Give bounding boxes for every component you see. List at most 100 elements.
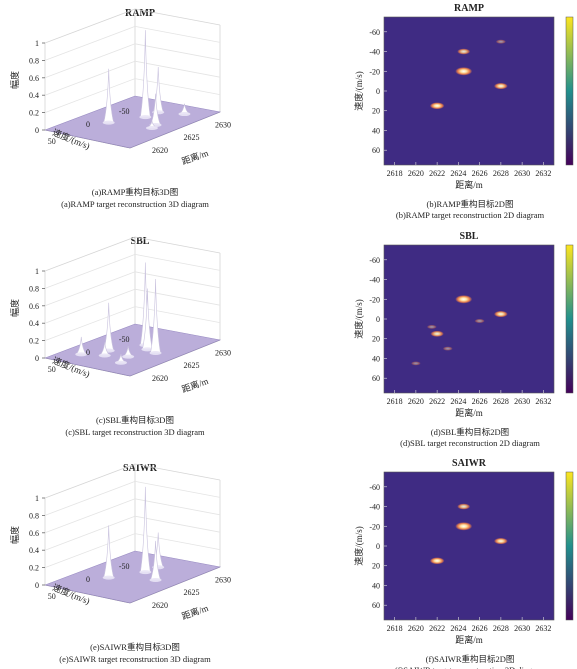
x-tick-label: 2626 bbox=[472, 169, 488, 178]
heatmap-point bbox=[457, 503, 471, 510]
heatmap-point bbox=[474, 318, 485, 324]
z-tick-label: 0.6 bbox=[29, 302, 39, 311]
grid-line bbox=[44, 236, 136, 272]
peak-base bbox=[149, 577, 162, 582]
heatmap-point bbox=[429, 557, 445, 565]
heatmap-point bbox=[455, 522, 473, 531]
x-axis-label: 距离/m bbox=[180, 375, 210, 395]
z-tick-label: 0 bbox=[35, 126, 39, 135]
peak-base bbox=[149, 350, 162, 355]
y-axis-label: 速度/(m/s) bbox=[353, 299, 364, 339]
grid-line bbox=[44, 60, 136, 96]
peak-base bbox=[139, 115, 152, 120]
peak-spike bbox=[150, 279, 161, 354]
peak-base bbox=[102, 575, 115, 580]
z-tick-label: 0 bbox=[35, 354, 39, 363]
peak-spike bbox=[140, 30, 151, 118]
grid-line bbox=[134, 60, 221, 78]
y-tick-label: -20 bbox=[369, 295, 380, 304]
y-tick-label: -60 bbox=[369, 28, 380, 37]
y-tick-label: -40 bbox=[369, 48, 380, 57]
peak-spike bbox=[150, 93, 162, 126]
y-axis-label: 速度/(m/s) bbox=[353, 526, 364, 566]
grid-line bbox=[44, 254, 136, 289]
grid-line bbox=[44, 463, 136, 499]
x-tick-label: 2625 bbox=[184, 588, 200, 597]
x-axis-label: 距离/m bbox=[455, 407, 483, 418]
y-tick-label: 0 bbox=[376, 542, 380, 551]
peak-base bbox=[122, 354, 135, 359]
y-tick-label: -40 bbox=[369, 503, 380, 512]
z-tick-label: 1 bbox=[35, 267, 39, 276]
grid-line bbox=[44, 78, 136, 113]
y-tick-label: 50 bbox=[48, 592, 56, 601]
x-tick-label: 2620 bbox=[152, 146, 168, 155]
y-tick-label: 0 bbox=[86, 348, 90, 357]
heatmap-point bbox=[457, 48, 471, 55]
z-axis-label: 幅度 bbox=[9, 299, 20, 317]
z-tick-label: 0.4 bbox=[29, 91, 39, 100]
panel-title: SAIWR bbox=[123, 463, 158, 474]
colorbar bbox=[565, 471, 574, 621]
y-tick-label: -60 bbox=[369, 483, 380, 492]
z-tick-label: 0 bbox=[35, 581, 39, 590]
heatmap-point bbox=[426, 324, 437, 329]
panel-title: SBL bbox=[131, 236, 150, 247]
heatmap-area bbox=[383, 244, 555, 394]
grid-line bbox=[134, 43, 221, 61]
caption-cn: (d)SBL重构目标2D图 bbox=[431, 427, 509, 437]
z-tick-label: 0.8 bbox=[29, 56, 39, 65]
peak-spike bbox=[140, 486, 151, 573]
peak-spike bbox=[103, 302, 115, 351]
grid-line bbox=[134, 533, 221, 550]
x-tick-label: 2630 bbox=[215, 576, 231, 585]
panel-title: SAIWR bbox=[452, 458, 487, 469]
z-tick-label: 0.2 bbox=[29, 337, 39, 346]
y-tick-label: 60 bbox=[372, 146, 380, 155]
z-tick-label: 0.4 bbox=[29, 546, 39, 555]
y-tick-label: -40 bbox=[369, 276, 380, 285]
y-tick-label: -50 bbox=[119, 562, 130, 571]
peak-base bbox=[145, 126, 158, 131]
peak-spike bbox=[75, 336, 87, 355]
heatmap-point bbox=[410, 361, 421, 366]
heatmap-point bbox=[455, 67, 473, 76]
grid-line bbox=[44, 481, 136, 516]
y-tick-label: 0 bbox=[86, 575, 90, 584]
x-tick-label: 2625 bbox=[184, 133, 200, 142]
x-tick-label: 2626 bbox=[472, 624, 488, 633]
caption-en: (a)RAMP target reconstruction 3D diagram bbox=[61, 199, 209, 209]
y-tick-label: -50 bbox=[119, 335, 130, 344]
y-tick-label: 20 bbox=[372, 335, 380, 344]
y-tick-label: -20 bbox=[369, 522, 380, 531]
y-tick-label: -50 bbox=[119, 107, 130, 116]
x-tick-label: 2622 bbox=[429, 397, 445, 406]
y-tick-label: 20 bbox=[372, 562, 380, 571]
x-axis-label: 距离/m bbox=[455, 634, 483, 645]
peak-base bbox=[139, 570, 152, 575]
x-tick-label: 2628 bbox=[493, 169, 509, 178]
grid-line bbox=[134, 271, 221, 289]
colorbar bbox=[565, 16, 574, 166]
y-axis-label: 速度/(m/s) bbox=[353, 71, 364, 111]
z-axis-label: 幅度 bbox=[9, 526, 20, 544]
caption-cn: (a)RAMP重构目标3D图 bbox=[92, 187, 178, 197]
y-tick-label: -60 bbox=[369, 256, 380, 265]
x-tick-label: 2622 bbox=[429, 169, 445, 178]
grid-line bbox=[44, 288, 136, 324]
x-axis-label: 距离/m bbox=[180, 147, 210, 167]
heatmap-area bbox=[383, 16, 555, 166]
peak-base bbox=[141, 347, 154, 352]
x-tick-label: 2624 bbox=[450, 624, 466, 633]
caption-en: (e)SAIWR target reconstruction 3D diagra… bbox=[59, 654, 211, 664]
caption-en: (c)SBL target reconstruction 3D diagram bbox=[65, 427, 205, 437]
peak-spike bbox=[103, 68, 115, 123]
grid-line bbox=[134, 498, 221, 516]
peak-base bbox=[102, 120, 115, 125]
caption-cn: (f)SAIWR重构目标2D图 bbox=[426, 654, 515, 664]
x-tick-label: 2618 bbox=[387, 169, 403, 178]
heatmap-point bbox=[493, 82, 508, 90]
caption-cn: (e)SAIWR重构目标3D图 bbox=[90, 642, 180, 652]
grid-line bbox=[44, 515, 136, 551]
heatmap-point bbox=[495, 39, 506, 44]
